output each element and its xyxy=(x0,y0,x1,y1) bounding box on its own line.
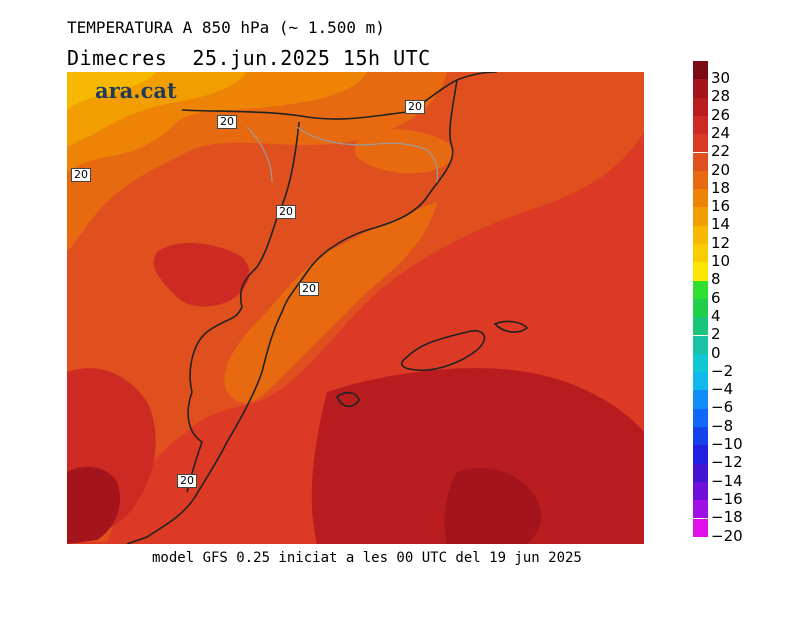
legend-swatch xyxy=(693,134,708,153)
temperature-map: ara.cat 20 20 20 20 20 20 xyxy=(67,72,644,544)
legend-swatch xyxy=(693,298,708,318)
contour-label: 20 xyxy=(177,474,197,488)
legend-swatch xyxy=(693,372,708,391)
legend-swatch xyxy=(693,115,708,135)
legend-tick-label: 28 xyxy=(711,87,731,106)
legend-tick-label: −6 xyxy=(711,398,734,417)
island-mallorca xyxy=(401,330,486,372)
legend-swatch xyxy=(693,427,708,446)
legend-swatch xyxy=(693,280,708,299)
legend-tick-label: 12 xyxy=(711,233,731,252)
legend-swatch xyxy=(693,408,708,427)
legend-tick-label: −8 xyxy=(711,416,734,435)
legend-tick-label: −20 xyxy=(711,526,743,545)
legend-swatch xyxy=(693,152,708,171)
map-subtitle-date: Dimecres 25.jun.2025 15h UTC xyxy=(67,46,431,70)
model-footer: model GFS 0.25 iniciat a les 00 UTC del … xyxy=(152,550,582,566)
contour-label: 20 xyxy=(217,115,237,129)
legend-tick-label: 24 xyxy=(711,123,731,142)
legend-swatch xyxy=(693,225,708,244)
legend-swatch xyxy=(693,79,708,98)
legend-swatch xyxy=(693,170,708,190)
legend-tick-label: 0 xyxy=(711,343,721,362)
contour-label: 20 xyxy=(276,205,296,219)
legend-swatch xyxy=(693,335,708,354)
ara-cat-logo: ara.cat xyxy=(95,78,177,103)
legend-swatch xyxy=(693,262,708,281)
legend-tick-label: 14 xyxy=(711,215,731,234)
legend-tick-label: −10 xyxy=(711,435,743,453)
legend-tick-label: 30 xyxy=(711,69,731,87)
map-title: TEMPERATURA A 850 hPa (~ 1.500 m) xyxy=(67,18,385,37)
contour-label: 20 xyxy=(405,100,425,114)
contour-label: 20 xyxy=(71,168,91,182)
legend-tick-label: −12 xyxy=(711,453,743,472)
region-12 xyxy=(67,72,157,110)
region-26-southeast xyxy=(311,368,644,544)
coastline xyxy=(126,79,458,544)
legend-swatch xyxy=(693,390,708,409)
legend-swatch xyxy=(693,317,708,336)
island-menorca xyxy=(493,320,529,333)
legend-tick-label: −16 xyxy=(711,489,743,508)
legend-tick-label: 20 xyxy=(711,160,731,179)
legend-tick-label: 16 xyxy=(711,197,731,216)
legend-tick-label: 22 xyxy=(711,142,731,161)
legend-tick-label: 8 xyxy=(711,270,721,289)
region-border xyxy=(246,126,439,183)
region-18-coast xyxy=(224,202,437,403)
legend-tick-label: 6 xyxy=(711,288,721,307)
legend-swatch xyxy=(693,97,708,116)
legend-swatch xyxy=(693,463,708,482)
legend-swatch xyxy=(693,445,708,464)
legend-swatch xyxy=(693,481,708,501)
region-28-west xyxy=(67,466,121,544)
region-24-west xyxy=(153,242,250,307)
legend-tick-label: 18 xyxy=(711,178,731,197)
legend-tick-label: −18 xyxy=(711,508,743,527)
legend-swatch xyxy=(693,207,708,226)
legend-swatch xyxy=(693,244,708,263)
region-18-east xyxy=(355,129,455,174)
legend-tick-label: 2 xyxy=(711,325,721,344)
legend-tick-label: 10 xyxy=(711,252,731,270)
legend-swatch xyxy=(693,500,708,519)
legend-swatch xyxy=(693,61,708,80)
legend-swatch xyxy=(693,353,708,373)
legend-tick-label: −2 xyxy=(711,361,734,380)
legend-swatch xyxy=(693,518,708,537)
legend-tick-label: 26 xyxy=(711,105,731,124)
legend-tick-label: 4 xyxy=(711,306,721,325)
region-20 xyxy=(67,72,644,542)
map-canvas xyxy=(67,72,644,544)
legend-tick-label: −14 xyxy=(711,471,743,490)
island-ibiza xyxy=(336,391,360,408)
legend-tick-label: −4 xyxy=(711,380,734,399)
legend-swatch xyxy=(693,189,708,208)
region-28-east xyxy=(444,468,542,544)
border-line xyxy=(181,72,498,120)
contour-label: 20 xyxy=(299,282,319,296)
